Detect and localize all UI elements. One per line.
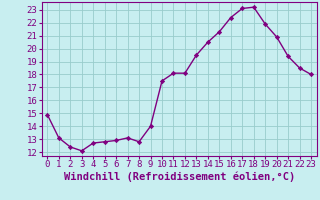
X-axis label: Windchill (Refroidissement éolien,°C): Windchill (Refroidissement éolien,°C) <box>64 172 295 182</box>
